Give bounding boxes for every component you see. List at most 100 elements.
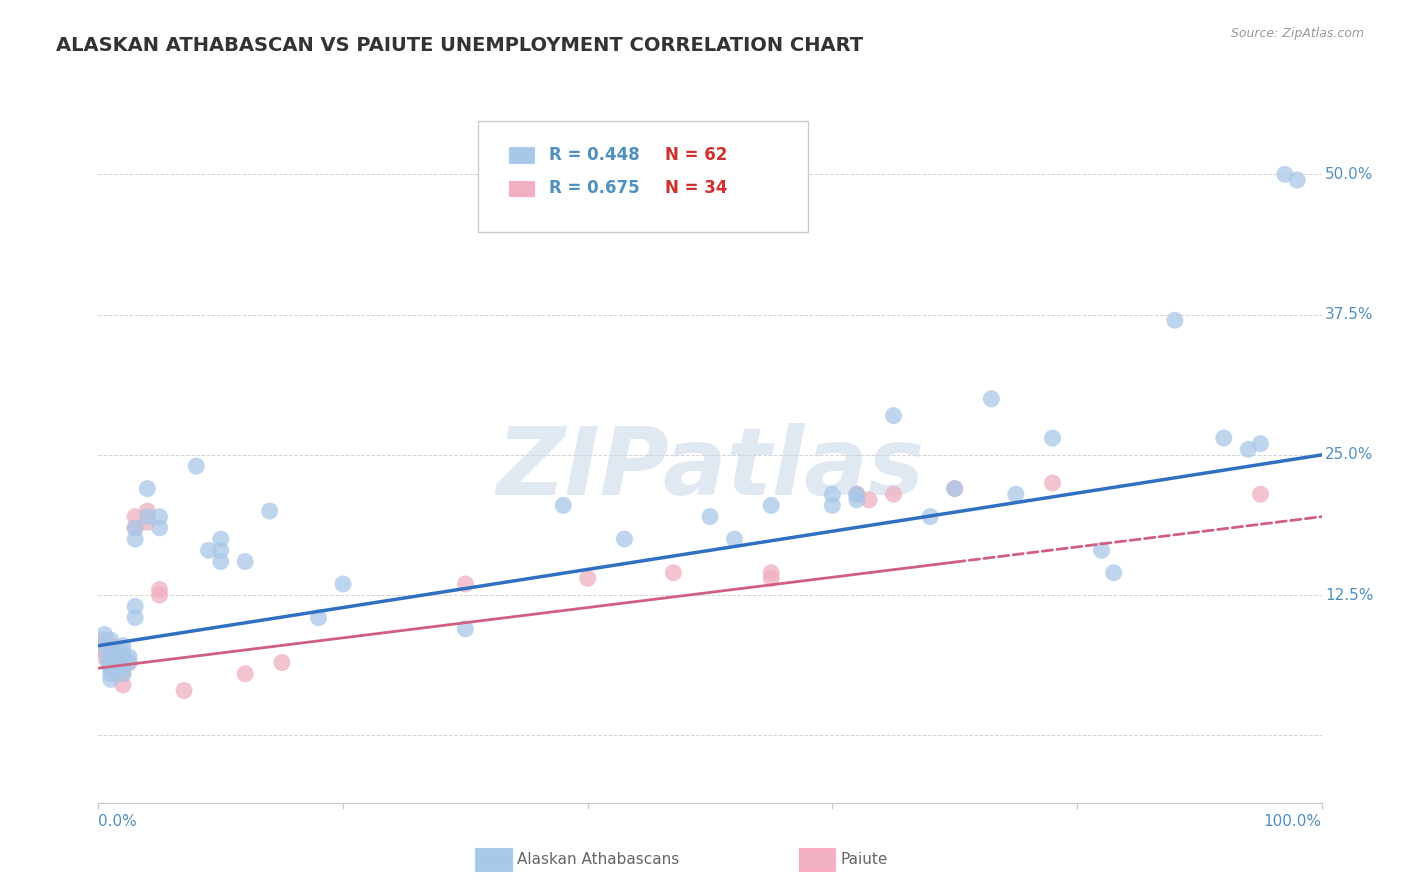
Point (332, 577, 354, 591)
Point (149, 521, 172, 535)
Point (883, 487, 905, 501)
Point (821, 487, 844, 501)
Point (100, 656, 122, 670)
Point (1212, 431, 1234, 445)
Point (100, 666, 122, 681)
Point (845, 487, 868, 501)
Point (662, 566, 685, 580)
Point (209, 555, 232, 569)
Point (111, 678, 134, 692)
Point (111, 666, 134, 681)
Point (118, 649, 141, 664)
Point (1164, 313, 1187, 327)
Point (93, 639, 115, 653)
Point (111, 649, 134, 664)
Point (136, 515, 159, 529)
Point (100, 639, 122, 653)
Point (100, 656, 122, 670)
Point (149, 509, 172, 524)
Point (209, 532, 232, 546)
Point (100, 644, 122, 658)
Point (100, 644, 122, 658)
Point (1042, 475, 1064, 490)
Point (858, 492, 880, 507)
Point (1004, 487, 1026, 501)
Point (1090, 543, 1112, 558)
Text: Alaskan Athabascans: Alaskan Athabascans (517, 853, 679, 867)
Text: N = 62: N = 62 (665, 146, 727, 164)
Text: R = 0.448: R = 0.448 (548, 146, 640, 164)
Point (761, 571, 783, 585)
Point (943, 482, 966, 496)
Point (723, 532, 745, 546)
Point (101, 644, 124, 658)
Point (136, 509, 159, 524)
Point (111, 656, 134, 670)
Point (124, 521, 146, 535)
Text: N = 34: N = 34 (665, 179, 727, 197)
Point (100, 673, 122, 687)
Point (97, 649, 120, 664)
Point (270, 656, 294, 670)
Point (100, 661, 122, 675)
Point (308, 610, 330, 624)
Point (124, 610, 146, 624)
Point (1249, 487, 1271, 501)
Point (1286, 173, 1309, 187)
Point (149, 582, 172, 597)
Point (100, 649, 122, 664)
Point (454, 622, 477, 636)
Text: 0.0%: 0.0% (98, 814, 138, 829)
Point (1249, 436, 1271, 450)
Point (105, 656, 128, 670)
Point (124, 532, 146, 546)
Point (111, 666, 134, 681)
Point (454, 577, 477, 591)
Text: R = 0.675: R = 0.675 (548, 179, 640, 197)
Point (136, 504, 159, 518)
Point (124, 521, 146, 535)
Text: 100.0%: 100.0% (1264, 814, 1322, 829)
Point (105, 661, 128, 675)
Point (118, 656, 141, 670)
Point (980, 392, 1002, 406)
Text: 12.5%: 12.5% (1326, 588, 1374, 603)
Point (93, 649, 115, 664)
Point (553, 499, 575, 513)
Point (97, 644, 120, 658)
FancyBboxPatch shape (509, 181, 534, 196)
Point (97, 656, 120, 670)
Point (93, 633, 115, 648)
Point (699, 509, 721, 524)
Point (93, 627, 115, 641)
Point (105, 666, 128, 681)
Point (845, 492, 868, 507)
Point (761, 499, 783, 513)
Point (124, 599, 146, 614)
Point (100, 661, 122, 675)
Text: Paiute: Paiute (841, 853, 889, 867)
Point (186, 459, 208, 474)
Point (136, 482, 159, 496)
Point (1237, 442, 1260, 457)
Point (111, 644, 134, 658)
Point (821, 499, 844, 513)
Point (111, 661, 134, 675)
Point (209, 543, 232, 558)
Point (149, 588, 172, 602)
Point (197, 543, 219, 558)
Point (920, 509, 942, 524)
Text: 50.0%: 50.0% (1326, 167, 1374, 182)
Point (118, 656, 141, 670)
Text: 37.5%: 37.5% (1326, 307, 1374, 322)
Point (124, 509, 146, 524)
Point (1274, 167, 1296, 181)
Point (259, 504, 281, 518)
Text: 25.0%: 25.0% (1326, 448, 1374, 462)
Point (1102, 566, 1125, 580)
Point (173, 683, 195, 698)
Point (93, 644, 115, 658)
Point (845, 487, 868, 501)
Point (576, 571, 599, 585)
Point (111, 656, 134, 670)
